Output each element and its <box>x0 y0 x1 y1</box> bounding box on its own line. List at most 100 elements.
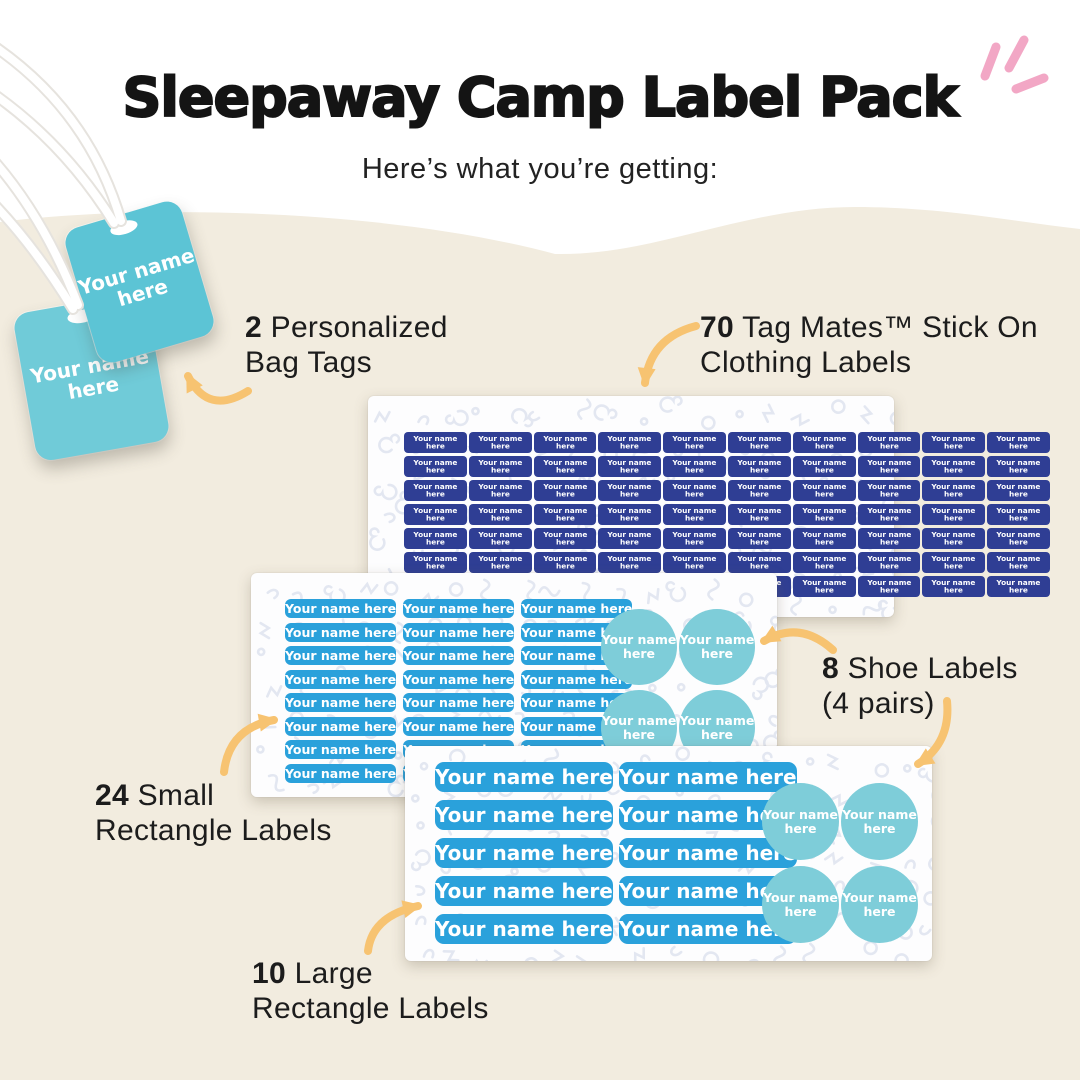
callout-large-labels: 10 Large Rectangle Labels <box>252 957 489 1027</box>
shoe-label-circle: Your name here <box>841 783 918 860</box>
callout-text: Large <box>285 957 373 990</box>
large-labels-grid: Your name here Your name here Your name he… <box>435 762 797 944</box>
callout-shoe-labels: 8 Shoe Labels (4 pairs) <box>822 652 1018 722</box>
small-rectangle-label: Your name here <box>403 669 515 689</box>
small-rectangle-label: Your name here <box>285 622 397 642</box>
callout-small-labels: 24 Small Rectangle Labels <box>95 779 332 849</box>
shoe-label-circle: Your name here <box>762 783 839 860</box>
callout-text: Tag Mates™ Stick On <box>733 311 1038 344</box>
callout-text-line2: Rectangle Labels <box>95 813 332 847</box>
small-rectangle-label: Your name here <box>285 669 397 689</box>
shoe-label-circle: Your name here <box>679 609 755 685</box>
callout-count: 2 <box>245 311 262 344</box>
callout-text-line2: Bag Tags <box>245 345 372 379</box>
arrowhead <box>186 372 203 394</box>
callout-count: 10 <box>252 957 286 990</box>
callout-text: Shoe Labels <box>839 652 1018 685</box>
arrow-to-tag-mates-sheet <box>641 322 700 387</box>
shoe-labels-grid: Your name here Your name here Your name here Y… <box>762 783 918 943</box>
page-subtitle: Here’s what you’re getting: <box>361 153 719 185</box>
page-title: Sleepaway Camp Label Pack <box>121 65 959 130</box>
large-rectangle-label: Your name here <box>435 800 613 830</box>
large-rectangle-label: Your name here <box>435 838 613 868</box>
small-rectangle-label: Your name here <box>403 693 515 712</box>
small-rectangle-label: Your name here <box>403 599 515 618</box>
small-rectangle-label: Your name here <box>285 646 397 665</box>
large-rectangle-label: Your name here <box>435 876 613 906</box>
callout-count: 24 <box>95 779 129 812</box>
callout-count: 8 <box>822 652 839 685</box>
small-rectangle-label: Your name here <box>285 599 397 618</box>
tag-label: Your name here <box>75 242 198 312</box>
shoe-label-circle: Your name here <box>762 866 839 943</box>
arrowhead <box>637 367 656 387</box>
small-rectangle-label: Your name here <box>403 716 515 736</box>
callout-text-line2: (4 pairs) <box>822 686 935 720</box>
callout-text-line2: Rectangle Labels <box>252 991 489 1025</box>
shoe-label-circle: Your name here <box>601 609 677 685</box>
tag-hole <box>108 217 139 239</box>
large-rectangle-label: Your name here <box>435 762 613 792</box>
small-rectangle-label: Your name here <box>403 646 515 665</box>
callout-text: Personalized <box>262 311 448 344</box>
shoe-label-circle: Your name here <box>841 866 918 943</box>
callout-bag-tags: 2 Personalized Bag Tags <box>245 311 448 381</box>
